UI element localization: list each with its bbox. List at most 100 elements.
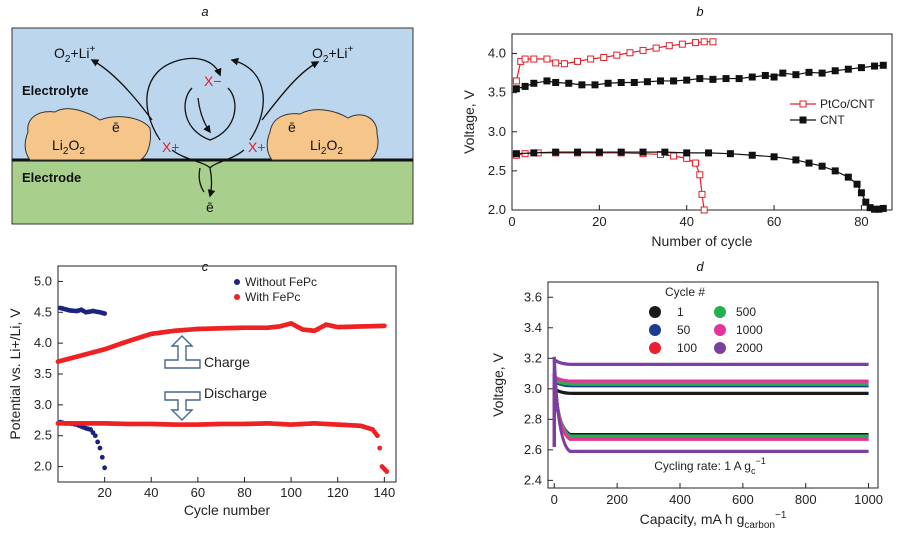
data-point bbox=[384, 469, 390, 474]
product-left-label: O2+Li+ bbox=[54, 44, 96, 65]
data-point bbox=[726, 150, 734, 158]
data-point bbox=[844, 65, 852, 73]
x-tick-label: 80 bbox=[237, 485, 251, 500]
legend-marker bbox=[799, 116, 807, 124]
data-point bbox=[578, 81, 586, 89]
data-point bbox=[95, 439, 101, 445]
data-point bbox=[661, 148, 669, 156]
legend-marker-500 bbox=[714, 306, 726, 318]
x-tick-label: 800 bbox=[795, 492, 817, 507]
y-tick-label: 4.5 bbox=[34, 304, 52, 319]
x-tick-label: 20 bbox=[97, 485, 111, 500]
legend-label-PtCo/CNT: PtCo/CNT bbox=[820, 97, 875, 111]
legend-label: Without FePc bbox=[245, 275, 317, 289]
annotation-discharge: Discharge bbox=[204, 385, 267, 401]
legend-marker bbox=[799, 100, 807, 108]
data-point bbox=[587, 55, 595, 63]
y-axis-label: Voltage, V bbox=[490, 352, 506, 416]
data-point bbox=[805, 68, 813, 76]
legend-marker-1 bbox=[649, 306, 661, 318]
data-point bbox=[709, 75, 717, 83]
x-tick-label: 400 bbox=[669, 492, 691, 507]
x-tick-label: 200 bbox=[606, 492, 628, 507]
data-point bbox=[700, 206, 708, 214]
li2o2-right-label: Li2O2 bbox=[310, 137, 343, 157]
x-tick-label: 80 bbox=[854, 214, 868, 229]
data-point bbox=[617, 148, 625, 156]
data-point bbox=[670, 152, 678, 160]
data-point bbox=[617, 78, 625, 86]
legend-title: Cycle # bbox=[665, 285, 705, 299]
x-tick-label: 0 bbox=[508, 214, 515, 229]
panel-label-a: a bbox=[201, 4, 208, 19]
x-tick-label: 600 bbox=[732, 492, 754, 507]
plot-frame-d bbox=[547, 281, 879, 489]
data-point bbox=[574, 57, 582, 65]
legend-marker-1000 bbox=[714, 324, 726, 336]
data-point bbox=[512, 150, 520, 158]
legend-label-1: 1 bbox=[677, 305, 684, 319]
data-point bbox=[543, 55, 551, 63]
x-tick-label: 40 bbox=[144, 485, 158, 500]
y-tick-label: 3.2 bbox=[524, 350, 542, 365]
y-tick-label: 2.0 bbox=[488, 202, 506, 217]
data-point bbox=[381, 323, 387, 329]
data-point bbox=[678, 40, 686, 48]
data-point bbox=[818, 162, 826, 170]
data-point bbox=[683, 149, 691, 157]
data-point bbox=[779, 69, 787, 77]
data-point bbox=[844, 173, 852, 181]
y-tick-label: 2.6 bbox=[524, 442, 542, 457]
data-point bbox=[92, 433, 98, 439]
data-point bbox=[670, 77, 678, 85]
data-point bbox=[613, 51, 621, 59]
x-axis-label: Cycle number bbox=[184, 502, 271, 518]
data-point bbox=[770, 73, 778, 81]
data-point bbox=[530, 79, 538, 87]
y-axis-label: Voltage, V bbox=[461, 89, 477, 153]
data-point bbox=[565, 79, 573, 87]
data-point bbox=[748, 73, 756, 81]
x-tick-label: 60 bbox=[191, 485, 205, 500]
legend-marker bbox=[234, 279, 240, 285]
data-point bbox=[643, 78, 651, 86]
x-tick-label: 120 bbox=[327, 485, 349, 500]
data-point bbox=[595, 148, 603, 156]
y-tick-label: 2.8 bbox=[524, 411, 542, 426]
data-point bbox=[722, 75, 730, 83]
x-axis-label: Number of cycle bbox=[651, 233, 752, 249]
legend-label-1000: 1000 bbox=[736, 323, 763, 337]
legend-label-50: 50 bbox=[677, 323, 691, 337]
legend-label-CNT: CNT bbox=[820, 113, 845, 127]
y-tick-label: 3.0 bbox=[524, 381, 542, 396]
x-tick-label: 60 bbox=[767, 214, 781, 229]
data-point bbox=[748, 151, 756, 159]
data-point bbox=[735, 75, 743, 83]
y-tick-label: 5.0 bbox=[34, 273, 52, 288]
y-tick-label: 3.6 bbox=[524, 289, 542, 304]
data-point bbox=[591, 81, 599, 89]
legend-marker-2000 bbox=[714, 342, 726, 354]
x-tick-label: 0 bbox=[551, 492, 558, 507]
data-point bbox=[853, 180, 861, 188]
y-tick-label: 2.5 bbox=[488, 163, 506, 178]
data-point bbox=[818, 69, 826, 77]
data-point bbox=[600, 53, 608, 61]
electron-left-label: ē bbox=[112, 119, 120, 135]
product-right-label: O2+Li+ bbox=[312, 44, 354, 65]
data-point bbox=[691, 39, 699, 47]
electrode-label: Electrode bbox=[22, 170, 81, 185]
data-point bbox=[102, 311, 108, 316]
data-point bbox=[521, 55, 529, 63]
mediator-cycle-arrows bbox=[90, 57, 320, 198]
legend-label-100: 100 bbox=[677, 341, 697, 355]
y-tick-label: 2.4 bbox=[524, 472, 542, 487]
data-point bbox=[626, 49, 634, 57]
charge-arrow-icon bbox=[164, 335, 201, 369]
data-point bbox=[604, 79, 612, 87]
data-point bbox=[761, 71, 769, 79]
electron-right-label: ē bbox=[288, 119, 296, 135]
x-tick-label: 40 bbox=[679, 214, 693, 229]
discharge-arrow-icon bbox=[164, 391, 201, 421]
